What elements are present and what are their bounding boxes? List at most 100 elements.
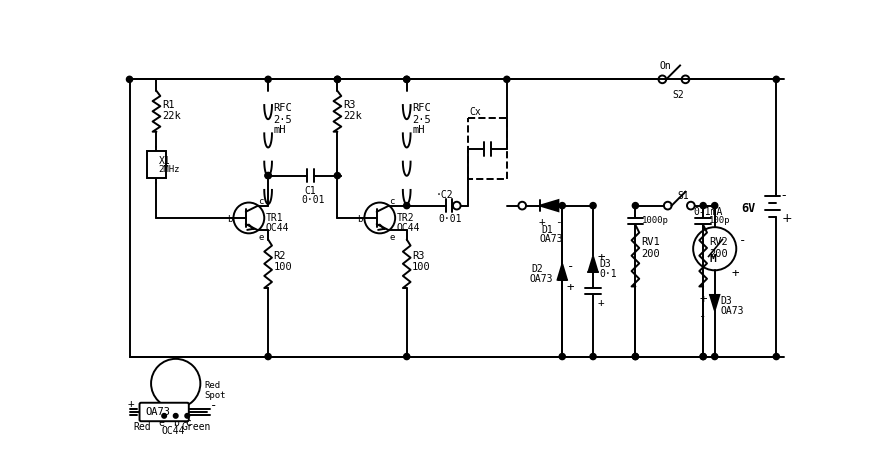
Text: OA73: OA73 (720, 305, 744, 315)
Text: 2·5: 2·5 (411, 115, 430, 125)
Text: RV1: RV1 (641, 237, 660, 247)
Circle shape (173, 414, 178, 418)
Text: 100: 100 (411, 261, 430, 271)
Text: b: b (227, 215, 232, 224)
Text: -: - (780, 189, 785, 202)
Text: e: e (389, 232, 394, 241)
Circle shape (185, 414, 190, 418)
Bar (147, 152, 165, 178)
Text: TR1: TR1 (266, 212, 283, 222)
Text: b: b (173, 417, 178, 427)
Text: -: - (698, 309, 706, 322)
Polygon shape (709, 295, 719, 311)
Bar (468, 119, 506, 180)
Text: R3: R3 (411, 250, 424, 260)
Text: +: + (730, 267, 738, 280)
Circle shape (589, 203, 595, 209)
Polygon shape (557, 265, 566, 280)
Text: Red: Red (133, 421, 151, 431)
Text: D3: D3 (720, 295, 732, 305)
Text: 22k: 22k (342, 111, 361, 121)
Polygon shape (539, 201, 558, 212)
Circle shape (403, 77, 409, 83)
Text: M: M (709, 253, 715, 263)
Text: -: - (210, 398, 217, 411)
Text: 200: 200 (709, 248, 727, 258)
Text: 1000p: 1000p (641, 216, 668, 224)
Text: 0·01: 0·01 (438, 214, 461, 224)
Text: c: c (185, 417, 190, 427)
Text: Green: Green (181, 421, 211, 431)
Text: C1: C1 (304, 186, 316, 196)
Circle shape (699, 354, 705, 360)
Circle shape (334, 77, 340, 83)
Text: +: + (538, 217, 544, 227)
Text: 0-1mA: 0-1mA (692, 206, 721, 216)
Circle shape (559, 203, 565, 209)
Circle shape (265, 354, 271, 360)
Text: 100: 100 (274, 261, 292, 271)
Text: e: e (158, 417, 164, 427)
Circle shape (711, 354, 717, 360)
Text: D1: D1 (541, 225, 552, 235)
Text: b: b (357, 215, 362, 224)
Text: R2: R2 (274, 250, 286, 260)
Text: +: + (597, 298, 603, 307)
Text: 100p: 100p (709, 216, 730, 224)
Text: Spot: Spot (204, 390, 225, 399)
Text: R3: R3 (342, 99, 355, 109)
Text: D3: D3 (599, 258, 611, 268)
Text: TR2: TR2 (396, 212, 414, 222)
Text: Red: Red (204, 380, 220, 389)
Text: 6V: 6V (741, 201, 755, 215)
Text: RFC: RFC (274, 103, 292, 113)
Circle shape (403, 77, 409, 83)
Circle shape (632, 203, 637, 209)
Text: e: e (257, 232, 263, 241)
Circle shape (699, 354, 705, 360)
Text: Cx: Cx (469, 107, 481, 117)
Circle shape (265, 77, 271, 83)
Text: 2·5: 2·5 (274, 115, 292, 125)
Text: OA73: OA73 (539, 233, 563, 243)
Text: On: On (659, 61, 670, 71)
Circle shape (162, 414, 166, 418)
Text: +: + (698, 292, 706, 305)
FancyBboxPatch shape (139, 403, 189, 421)
Circle shape (265, 173, 271, 179)
Text: +: + (128, 398, 135, 408)
Text: -: - (566, 260, 574, 273)
Text: S2: S2 (671, 89, 683, 99)
Circle shape (711, 203, 717, 209)
Circle shape (503, 77, 510, 83)
Text: OA73: OA73 (529, 274, 552, 284)
Text: OA73: OA73 (145, 406, 170, 416)
Text: S1: S1 (677, 191, 688, 201)
Text: 2MHz: 2MHz (158, 165, 180, 174)
Text: OC44: OC44 (266, 222, 289, 232)
Circle shape (699, 203, 705, 209)
Text: +: + (597, 251, 604, 264)
Text: +: + (780, 212, 791, 225)
Circle shape (632, 354, 637, 360)
Text: R1: R1 (162, 99, 174, 109)
Circle shape (632, 354, 637, 360)
Text: mH: mH (274, 125, 286, 135)
Text: 0·01: 0·01 (301, 195, 325, 205)
Text: +: + (566, 280, 574, 293)
Circle shape (772, 77, 779, 83)
Text: c: c (257, 197, 263, 206)
Circle shape (126, 77, 132, 83)
Circle shape (589, 354, 595, 360)
Text: RV2: RV2 (709, 237, 727, 247)
Circle shape (403, 203, 409, 209)
Text: OC44: OC44 (162, 425, 185, 435)
Text: ·C2: ·C2 (434, 189, 452, 199)
Circle shape (334, 173, 340, 179)
Circle shape (559, 354, 565, 360)
Text: X1: X1 (158, 156, 171, 166)
Text: 22k: 22k (162, 111, 181, 121)
Text: 200: 200 (641, 248, 660, 258)
Circle shape (265, 173, 271, 179)
Text: -: - (554, 217, 561, 227)
